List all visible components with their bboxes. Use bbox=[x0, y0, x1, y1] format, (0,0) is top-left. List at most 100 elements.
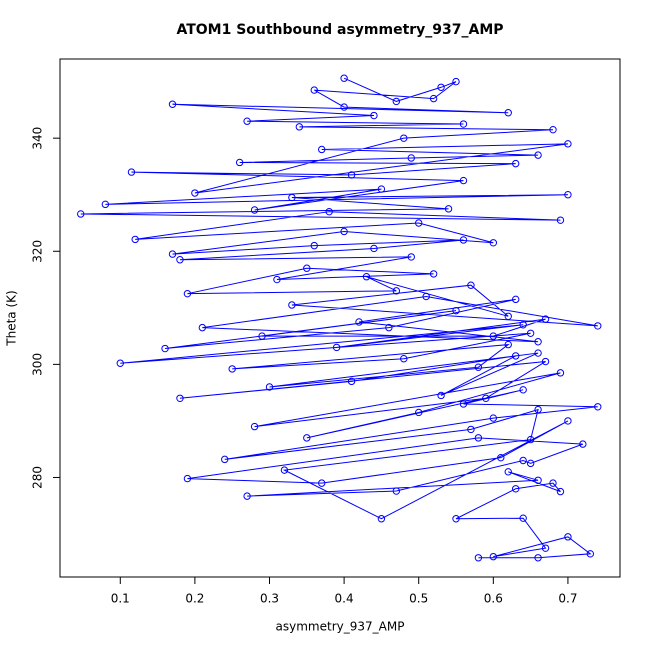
data-point bbox=[340, 227, 348, 236]
data-point bbox=[452, 77, 460, 86]
data-point bbox=[127, 168, 136, 176]
data-point bbox=[318, 479, 326, 487]
data-point bbox=[489, 239, 498, 247]
data-point bbox=[594, 322, 602, 330]
y-tick-label: 320 bbox=[31, 240, 45, 263]
data-point bbox=[504, 468, 512, 476]
x-tick-label: 0.7 bbox=[558, 592, 577, 606]
chart-title: ATOM1 Southbound asymmetry_937_AMP bbox=[176, 22, 503, 38]
data-point bbox=[504, 340, 512, 349]
data-point bbox=[519, 386, 527, 394]
data-point bbox=[116, 359, 124, 367]
data-point bbox=[511, 159, 520, 168]
data-point bbox=[541, 315, 550, 323]
x-axis-label: asymmetry_937_AMP bbox=[276, 620, 405, 634]
data-point bbox=[586, 550, 595, 558]
data-point bbox=[511, 352, 520, 360]
plot-frame bbox=[59, 58, 621, 578]
data-point bbox=[340, 103, 348, 111]
data-point bbox=[534, 405, 542, 414]
data-point bbox=[176, 394, 184, 403]
data-point bbox=[504, 312, 512, 321]
data-point bbox=[77, 210, 85, 218]
data-point bbox=[407, 154, 415, 162]
data-point bbox=[452, 515, 460, 523]
data-point bbox=[511, 485, 520, 493]
data-point bbox=[392, 487, 401, 495]
data-point bbox=[549, 125, 557, 134]
data-point bbox=[452, 306, 460, 315]
data-point bbox=[377, 515, 386, 523]
data-point bbox=[519, 321, 527, 329]
data-point bbox=[273, 275, 281, 284]
data-point bbox=[168, 250, 177, 258]
y-axis-label: Theta (K) bbox=[5, 290, 19, 346]
data-point bbox=[280, 466, 289, 474]
data-point bbox=[310, 86, 318, 94]
data-point bbox=[243, 117, 251, 125]
y-tick-label: 280 bbox=[31, 466, 45, 489]
data-point bbox=[303, 434, 311, 442]
data-point bbox=[265, 383, 274, 391]
data-point bbox=[444, 205, 453, 213]
data-point bbox=[318, 145, 326, 154]
data-point bbox=[556, 369, 565, 377]
data-point bbox=[519, 514, 527, 522]
data-point bbox=[347, 171, 356, 179]
data-point bbox=[459, 400, 468, 408]
data-point bbox=[541, 544, 550, 552]
data-point bbox=[541, 357, 550, 366]
data-point bbox=[415, 219, 423, 227]
data-point bbox=[526, 435, 535, 444]
data-point bbox=[377, 185, 386, 193]
data-point bbox=[437, 391, 445, 400]
data-point bbox=[407, 253, 415, 261]
data-point bbox=[489, 414, 498, 422]
x-tick-label: 0.2 bbox=[185, 592, 204, 606]
data-point bbox=[429, 94, 438, 103]
data-point bbox=[310, 241, 318, 250]
data-point bbox=[161, 344, 169, 353]
data-point bbox=[467, 281, 475, 289]
data-line bbox=[80, 77, 598, 559]
data-point bbox=[474, 554, 483, 562]
data-point bbox=[549, 479, 557, 487]
x-tick-label: 0.6 bbox=[484, 592, 503, 606]
data-point bbox=[459, 176, 468, 185]
data-point bbox=[534, 554, 542, 562]
data-point bbox=[392, 97, 401, 106]
data-point bbox=[385, 323, 393, 332]
data-point bbox=[288, 193, 296, 202]
data-point bbox=[579, 440, 587, 448]
data-point bbox=[221, 455, 229, 464]
data-point bbox=[564, 191, 572, 199]
data-point bbox=[347, 377, 356, 386]
data-point bbox=[534, 338, 542, 346]
data-point bbox=[459, 236, 468, 244]
data-point bbox=[370, 111, 378, 120]
data-point bbox=[400, 355, 408, 363]
data-point bbox=[325, 207, 333, 216]
data-point bbox=[534, 476, 542, 484]
data-point bbox=[429, 270, 438, 278]
data-point bbox=[564, 140, 572, 148]
x-tick-label: 0.1 bbox=[111, 592, 130, 606]
data-point bbox=[489, 552, 498, 561]
data-point bbox=[168, 100, 177, 108]
data-point bbox=[400, 134, 408, 142]
x-tick-label: 0.5 bbox=[409, 592, 428, 606]
data-point bbox=[534, 151, 542, 159]
data-point bbox=[504, 109, 512, 117]
x-tick-label: 0.3 bbox=[260, 592, 279, 606]
data-point bbox=[332, 343, 341, 352]
data-point bbox=[474, 434, 483, 442]
data-point bbox=[183, 289, 192, 298]
data-point bbox=[250, 422, 259, 431]
data-point bbox=[288, 301, 296, 309]
data-point bbox=[489, 332, 498, 340]
data-point bbox=[235, 158, 244, 167]
data-point bbox=[564, 533, 572, 541]
data-point bbox=[594, 403, 602, 411]
data-point bbox=[303, 264, 311, 272]
